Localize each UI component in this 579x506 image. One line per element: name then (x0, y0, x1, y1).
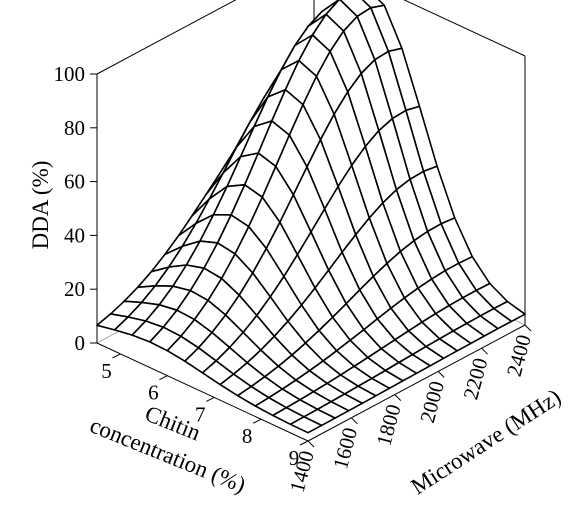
y-tick-label: 1800 (372, 402, 406, 449)
z-axis-title: DDA (%) (28, 161, 53, 250)
z-tick-label: 20 (64, 277, 85, 301)
y-tick-label: 1600 (328, 425, 362, 472)
x-tick-mark (159, 375, 168, 381)
y-tick-mark (307, 440, 315, 448)
x-tick-label: 7 (195, 402, 206, 426)
z-tick-label: 60 (64, 170, 85, 194)
x-tick-mark (112, 353, 121, 359)
x-tick-label: 8 (242, 424, 253, 448)
x-tick-mark (205, 396, 215, 402)
right-wall-top-edge (403, 0, 526, 57)
x-tick-label: 5 (101, 359, 112, 383)
y-tick-mark (524, 324, 532, 332)
x-tick-label: 9 (289, 446, 300, 470)
x-axis-ticks: 5 6 7 8 9 (101, 353, 309, 470)
z-axis-ticks: 0 20 40 60 80 100 (54, 62, 97, 355)
z-tick-label: 100 (54, 62, 86, 86)
y-tick-mark (481, 347, 488, 355)
left-wall-top-edge (96, 0, 237, 75)
y-tick-label: 2000 (415, 378, 449, 425)
z-tick-label: 0 (75, 331, 86, 355)
response-surface (96, 0, 526, 434)
x-axis-line (96, 342, 309, 442)
x-tick-label: 6 (148, 381, 159, 405)
y-tick-mark (394, 394, 402, 401)
y-tick-mark (351, 417, 358, 425)
y-tick-label: 2400 (502, 332, 536, 379)
surface-cell (289, 415, 323, 434)
y-axis-line (307, 324, 526, 442)
y-tick-label: 2200 (458, 355, 492, 402)
x-tick-mark (299, 440, 309, 446)
x-tick-mark (252, 418, 262, 424)
z-tick-label: 40 (64, 223, 85, 247)
z-tick-label: 80 (64, 116, 85, 140)
y-tick-mark (437, 371, 445, 378)
